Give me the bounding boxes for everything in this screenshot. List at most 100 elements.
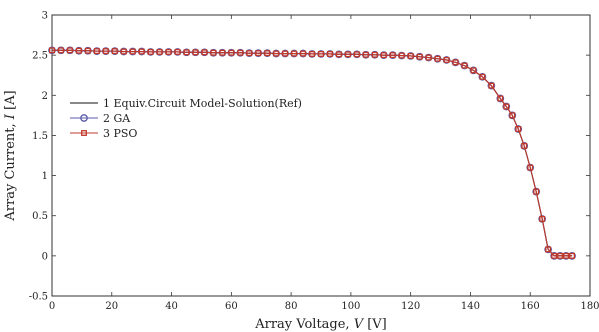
- series-3-point: [264, 50, 271, 57]
- series-3-point: [521, 142, 528, 149]
- series-2-point: [502, 102, 511, 111]
- x-axis-label: Array Voltage, V [V]: [254, 317, 387, 332]
- plot-frame: [51, 14, 591, 297]
- y-tick-label: 1.5: [32, 131, 48, 142]
- series-3-point: [273, 50, 280, 57]
- series-2-point: [451, 58, 460, 67]
- legend-label: 3 PSO: [103, 127, 137, 140]
- series-3-point: [443, 57, 450, 63]
- legend-marker: [81, 130, 87, 136]
- series-3-point: [533, 188, 540, 195]
- series-3-point: [509, 112, 516, 119]
- x-tick-label: 160: [521, 301, 540, 312]
- y-axis-label: Array Current, I [A]: [3, 90, 18, 221]
- series-3-point: [93, 48, 100, 55]
- series-3-point: [389, 52, 396, 59]
- axes-layer: 0 20 40 60 80 100 120 140 160 180-0.500.511.522.5…: [29, 11, 599, 313]
- y-tick-label: 0: [42, 251, 48, 262]
- series-3-point: [156, 48, 163, 55]
- series-3-point: [192, 49, 199, 56]
- series-3-point: [201, 49, 208, 56]
- series-3-point: [84, 47, 91, 54]
- y-tick-label: -0.5: [29, 292, 48, 303]
- series-3-point: [318, 50, 324, 57]
- series-3-point: [470, 67, 477, 74]
- series-3-point: [66, 47, 73, 54]
- series-3-point: [309, 50, 315, 57]
- series-3-point: [515, 126, 522, 132]
- series-3-point: [165, 48, 172, 55]
- series-3-point: [255, 50, 262, 57]
- series-3-point: [129, 48, 136, 55]
- y-tick-label: 3: [42, 11, 48, 22]
- series-3-point: [434, 55, 441, 62]
- series-3-point: [407, 52, 414, 59]
- series-3-point: [174, 48, 181, 55]
- series-3-point: [58, 47, 64, 54]
- series-3-point: [111, 48, 118, 55]
- x-tick-label: 100: [341, 301, 360, 312]
- series-3-point: [183, 49, 190, 56]
- series-3-point: [353, 51, 360, 58]
- series-2-point: [469, 66, 478, 75]
- series-3-point: [102, 48, 109, 55]
- series-2-point: [538, 215, 547, 223]
- x-tick-label: 140: [461, 301, 480, 312]
- series-2-point: [526, 163, 535, 172]
- series-3-point: [488, 82, 495, 89]
- series-2-point: [460, 61, 469, 70]
- series-3-point: [210, 49, 217, 56]
- series-3-point: [425, 54, 432, 61]
- series-3-point: [219, 49, 226, 56]
- x-tick-label: 120: [401, 301, 420, 312]
- series-2-point: [508, 111, 517, 120]
- series-3-point: [557, 252, 564, 259]
- series-3-point: [147, 48, 154, 55]
- y-tick-label: 1: [42, 171, 48, 182]
- series-3-point: [461, 62, 468, 69]
- legend-entry-3: 3 PSO: [70, 127, 137, 140]
- legend-entry-2: 2 GA: [70, 112, 131, 125]
- x-tick-label: 60: [225, 301, 238, 312]
- series-3-point: [246, 50, 253, 57]
- x-tick-label: 180: [580, 301, 599, 312]
- series-3-point: [282, 50, 289, 57]
- x-tick-label: 20: [105, 301, 118, 312]
- series-3-point: [398, 52, 405, 59]
- x-tick-label: 80: [285, 301, 298, 312]
- legend-label: 2 GA: [103, 112, 131, 125]
- series-3-point: [371, 51, 378, 58]
- series-2-point: [532, 187, 541, 196]
- series-3-point: [344, 51, 351, 58]
- series-3-point: [497, 95, 504, 102]
- series-2-point: [496, 94, 505, 103]
- series-2-point: [544, 245, 553, 254]
- series-2-point: [478, 72, 487, 81]
- series-3-point: [75, 47, 82, 54]
- series-3-point: [380, 52, 387, 59]
- series-3-point: [569, 252, 576, 259]
- legend: 1 Equiv.Circuit Model-Solution(Ref) 2 GA 3…: [70, 97, 302, 140]
- series-layer: [48, 46, 576, 260]
- legend-marker: [80, 114, 88, 122]
- series-3-point: [291, 50, 298, 57]
- series-3-point: [563, 252, 570, 259]
- series-3-point: [237, 49, 244, 56]
- series-3: [49, 47, 576, 259]
- series-3-point: [335, 51, 342, 58]
- plot-area: [51, 14, 591, 297]
- series-2-point: [487, 81, 496, 90]
- y-tick-label: 0.5: [32, 211, 48, 222]
- series-3-point: [545, 246, 552, 253]
- series-3-point: [327, 50, 333, 57]
- series-3-point: [228, 49, 235, 56]
- series-3-point: [452, 59, 459, 66]
- series-3-point: [138, 48, 145, 55]
- legend-entry-1: 1 Equiv.Circuit Model-Solution(Ref): [70, 97, 302, 110]
- series-3-point: [416, 53, 423, 60]
- series-3-point: [527, 164, 534, 171]
- series-3-point: [300, 50, 307, 57]
- series-3-point: [362, 51, 369, 58]
- series-2-point: [520, 142, 529, 150]
